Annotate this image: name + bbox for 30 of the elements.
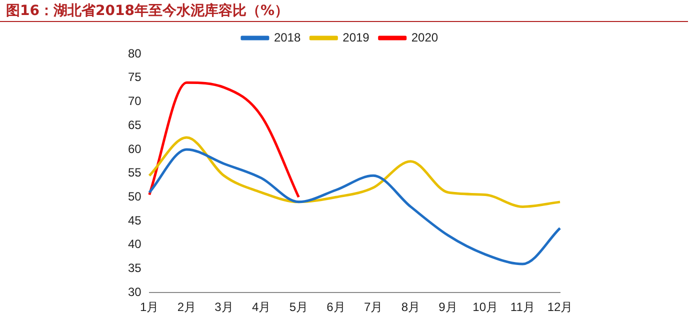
legend-label: 2018 [274,30,301,44]
legend-label: 2020 [411,30,438,44]
y-tick-label: 65 [128,118,142,132]
legend-label: 2019 [342,30,370,44]
x-tick-label: 7月 [364,300,383,314]
y-tick-label: 70 [128,94,142,108]
x-tick-label: 5月 [289,300,308,314]
y-tick-label: 60 [128,142,142,156]
x-tick-label: 6月 [326,300,346,314]
x-tick-label: 9月 [438,300,458,314]
x-tick-label: 4月 [252,300,271,314]
x-tick-label: 2月 [177,300,196,314]
x-tick-label: 10月 [472,300,498,314]
x-tick-label: 1月 [140,300,159,314]
x-tick-label: 11月 [510,300,535,314]
y-tick-label: 40 [128,237,142,252]
x-tick-label: 3月 [214,300,234,314]
y-tick-label: 30 [128,284,142,299]
chart-title: 图16：湖北省2018年至今水泥库容比（%） [0,0,688,22]
line-series [148,81,300,198]
x-tick-label: 8月 [401,300,420,314]
y-tick-label: 45 [128,213,142,228]
x-tick-label: 12月 [547,300,573,314]
y-tick-label: 55 [128,166,142,180]
y-tick-label: 35 [128,261,142,276]
y-tick-label: 50 [128,189,142,204]
y-tick-label: 80 [128,46,142,60]
line-series [148,148,562,266]
y-tick-label: 75 [128,70,142,84]
line-series [148,136,562,208]
